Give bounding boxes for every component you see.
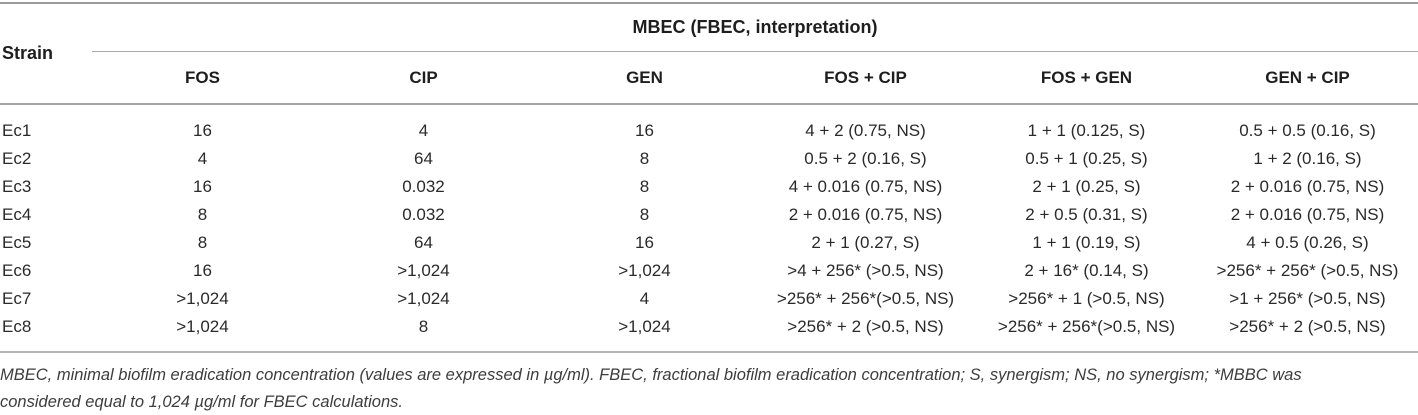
value-cell: 4 bbox=[197, 149, 208, 168]
value-cell: 2 + 1 (0.27, S) bbox=[811, 233, 920, 252]
table-row: Ec6 16 >1,024 >1,024 >4 + 256* (>0.5, NS) 2 +… bbox=[0, 257, 1418, 285]
table-row: Ec7 >1,024 >1,024 4 >256* + 256*(>0.5, NS) >2… bbox=[0, 285, 1418, 313]
footnote-rule bbox=[0, 351, 1418, 353]
value-cell: >256* + 2 (>0.5, NS) bbox=[1229, 317, 1386, 336]
table-row: Ec8 >1,024 8 >1,024 >256* + 2 (>0.5, NS) >256… bbox=[0, 313, 1418, 351]
value-cell: 8 bbox=[639, 149, 650, 168]
value-cell: 8 bbox=[197, 205, 208, 224]
value-cell: 0.5 + 2 (0.16, S) bbox=[804, 149, 927, 168]
value-cell: 16 bbox=[193, 177, 212, 196]
value-cell: 8 bbox=[639, 177, 650, 196]
value-cell: 4 + 0.016 (0.75, NS) bbox=[788, 177, 943, 196]
value-cell: 2 + 1 (0.25, S) bbox=[1032, 177, 1141, 196]
table-footnote: MBEC, minimal biofilm eradication concen… bbox=[0, 362, 1418, 415]
column-header-row: FOS CIP GEN FOS + CIP FOS + GEN GEN + CIP bbox=[0, 51, 1418, 105]
strain-cell: Ec8 bbox=[2, 317, 32, 336]
strain-cell: Ec7 bbox=[2, 289, 32, 308]
value-cell: 8 bbox=[197, 233, 208, 252]
value-cell: 64 bbox=[414, 149, 433, 168]
value-cell: 2 + 0.016 (0.75, NS) bbox=[788, 205, 943, 224]
value-cell: 4 + 0.5 (0.26, S) bbox=[1246, 233, 1369, 252]
value-cell: >256* + 256*(>0.5, NS) bbox=[776, 289, 955, 308]
value-cell: 2 + 16* (0.14, S) bbox=[1024, 261, 1149, 280]
table-row: Ec2 4 64 8 0.5 + 2 (0.16, S) 0.5 + 1 (0.25, S… bbox=[0, 145, 1418, 173]
footnote-line-2: considered equal to 1,024 µg/ml for FBEC… bbox=[0, 393, 403, 411]
value-cell: 4 bbox=[639, 289, 650, 308]
value-cell: 2 + 0.016 (0.75, NS) bbox=[1230, 205, 1385, 224]
footnote-line-1: MBEC, minimal biofilm eradication concen… bbox=[0, 366, 1302, 384]
value-cell: 16 bbox=[193, 121, 212, 140]
value-cell: >256* + 1 (>0.5, NS) bbox=[1008, 289, 1165, 308]
table-row: Ec3 16 0.032 8 4 + 0.016 (0.75, NS) 2 + 1 (0.… bbox=[0, 173, 1418, 201]
value-cell: 4 + 2 (0.75, NS) bbox=[805, 121, 926, 140]
table-row: Ec4 8 0.032 8 2 + 0.016 (0.75, NS) 2 + 0.5 (0… bbox=[0, 201, 1418, 229]
value-cell: 2 + 0.016 (0.75, NS) bbox=[1230, 177, 1385, 196]
value-cell: >1,024 bbox=[618, 261, 671, 280]
value-cell: 1 + 1 (0.19, S) bbox=[1032, 233, 1141, 252]
column-header-gen-cip: GEN + CIP bbox=[1197, 51, 1418, 105]
value-cell: 8 bbox=[639, 205, 650, 224]
value-cell: 0.5 + 1 (0.25, S) bbox=[1025, 149, 1148, 168]
value-cell: 4 bbox=[418, 121, 429, 140]
mbec-results-table: Strain MBEC (FBEC, interpretation) FOS CI… bbox=[0, 4, 1418, 351]
value-cell: 16 bbox=[635, 233, 654, 252]
strain-cell: Ec1 bbox=[2, 121, 32, 140]
table-row: Ec1 16 4 16 4 + 2 (0.75, NS) 1 + 1 (0.125, S)… bbox=[0, 104, 1418, 145]
column-header-cip: CIP bbox=[313, 51, 534, 105]
strain-cell: Ec5 bbox=[2, 233, 32, 252]
value-cell: >1,024 bbox=[618, 317, 671, 336]
value-cell: >1,024 bbox=[397, 261, 450, 280]
value-cell: >1,024 bbox=[176, 317, 229, 336]
table-body: Ec1 16 4 16 4 + 2 (0.75, NS) 1 + 1 (0.125, S)… bbox=[0, 104, 1418, 351]
strain-cell: Ec2 bbox=[2, 149, 32, 168]
value-cell: 0.032 bbox=[402, 177, 445, 196]
top-rule bbox=[0, 2, 1418, 4]
value-cell: 16 bbox=[635, 121, 654, 140]
group-header: MBEC (FBEC, interpretation) bbox=[92, 4, 1418, 52]
value-cell: 16 bbox=[193, 261, 212, 280]
value-cell: >1,024 bbox=[397, 289, 450, 308]
value-cell: 0.032 bbox=[402, 205, 445, 224]
column-header-gen: GEN bbox=[534, 51, 755, 105]
value-cell: 2 + 0.5 (0.31, S) bbox=[1025, 205, 1148, 224]
value-cell: 0.5 + 0.5 (0.16, S) bbox=[1239, 121, 1376, 140]
value-cell: >256* + 2 (>0.5, NS) bbox=[787, 317, 944, 336]
value-cell: >1 + 256* (>0.5, NS) bbox=[1229, 289, 1386, 308]
table-row: Ec5 8 64 16 2 + 1 (0.27, S) 1 + 1 (0.19, S) 4 … bbox=[0, 229, 1418, 257]
value-cell: >256* + 256*(>0.5, NS) bbox=[997, 317, 1176, 336]
strain-cell: Ec4 bbox=[2, 205, 32, 224]
value-cell: 1 + 1 (0.125, S) bbox=[1027, 121, 1146, 140]
column-header-fos: FOS bbox=[92, 51, 313, 105]
value-cell: 1 + 2 (0.16, S) bbox=[1253, 149, 1362, 168]
strain-cell: Ec3 bbox=[2, 177, 32, 196]
column-header-fos-gen: FOS + GEN bbox=[976, 51, 1197, 105]
value-cell: 64 bbox=[414, 233, 433, 252]
value-cell: >1,024 bbox=[176, 289, 229, 308]
value-cell: >4 + 256* (>0.5, NS) bbox=[787, 261, 944, 280]
value-cell: 8 bbox=[418, 317, 429, 336]
strain-column-header: Strain bbox=[0, 4, 92, 105]
column-header-fos-cip: FOS + CIP bbox=[755, 51, 976, 105]
strain-cell: Ec6 bbox=[2, 261, 32, 280]
value-cell: >256* + 256* (>0.5, NS) bbox=[1216, 261, 1399, 280]
group-header-row: Strain MBEC (FBEC, interpretation) bbox=[0, 4, 1418, 105]
